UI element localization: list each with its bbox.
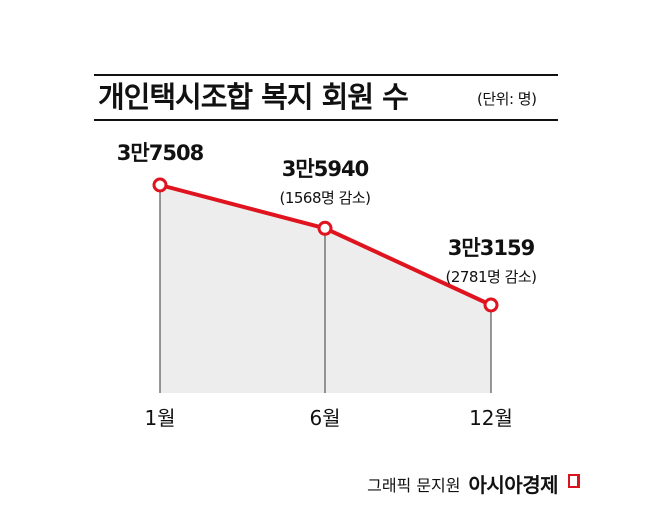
graphic-credit: 그래픽 문지원 xyxy=(367,475,461,495)
data-point-2 xyxy=(483,297,499,313)
brand-name: 아시아경제 xyxy=(468,473,559,497)
annotation-1: (1568명 감소) xyxy=(279,189,370,207)
x-tick-labels: 1월 6월 12월 xyxy=(144,406,512,430)
credit: 그래픽 문지원 아시아경제 xyxy=(367,469,580,498)
brand-logo-icon xyxy=(568,473,580,488)
value-label-0: 3만7508 xyxy=(117,141,204,165)
x-tick-1: 6월 xyxy=(309,406,340,430)
title-rule-bottom xyxy=(94,119,558,121)
drop-lines xyxy=(159,185,492,393)
data-points xyxy=(152,177,499,313)
value-label-1: 3만5940 xyxy=(282,157,369,181)
x-tick-0: 1월 xyxy=(144,406,175,430)
annotation-2: (2781명 감소) xyxy=(445,268,536,286)
unit-label: (단위: 명) xyxy=(477,90,537,108)
x-tick-2: 12월 xyxy=(469,406,513,430)
value-labels: 3만7508 3만5940 3만3159 (1568명 감소) (2781명 감소) xyxy=(117,141,537,286)
data-point-1 xyxy=(317,220,333,236)
title-rule-top xyxy=(94,74,558,76)
data-point-0 xyxy=(152,177,168,193)
value-label-2: 3만3159 xyxy=(448,236,535,260)
chart-title: 개인택시조합 복지 회원 수 xyxy=(98,80,409,114)
